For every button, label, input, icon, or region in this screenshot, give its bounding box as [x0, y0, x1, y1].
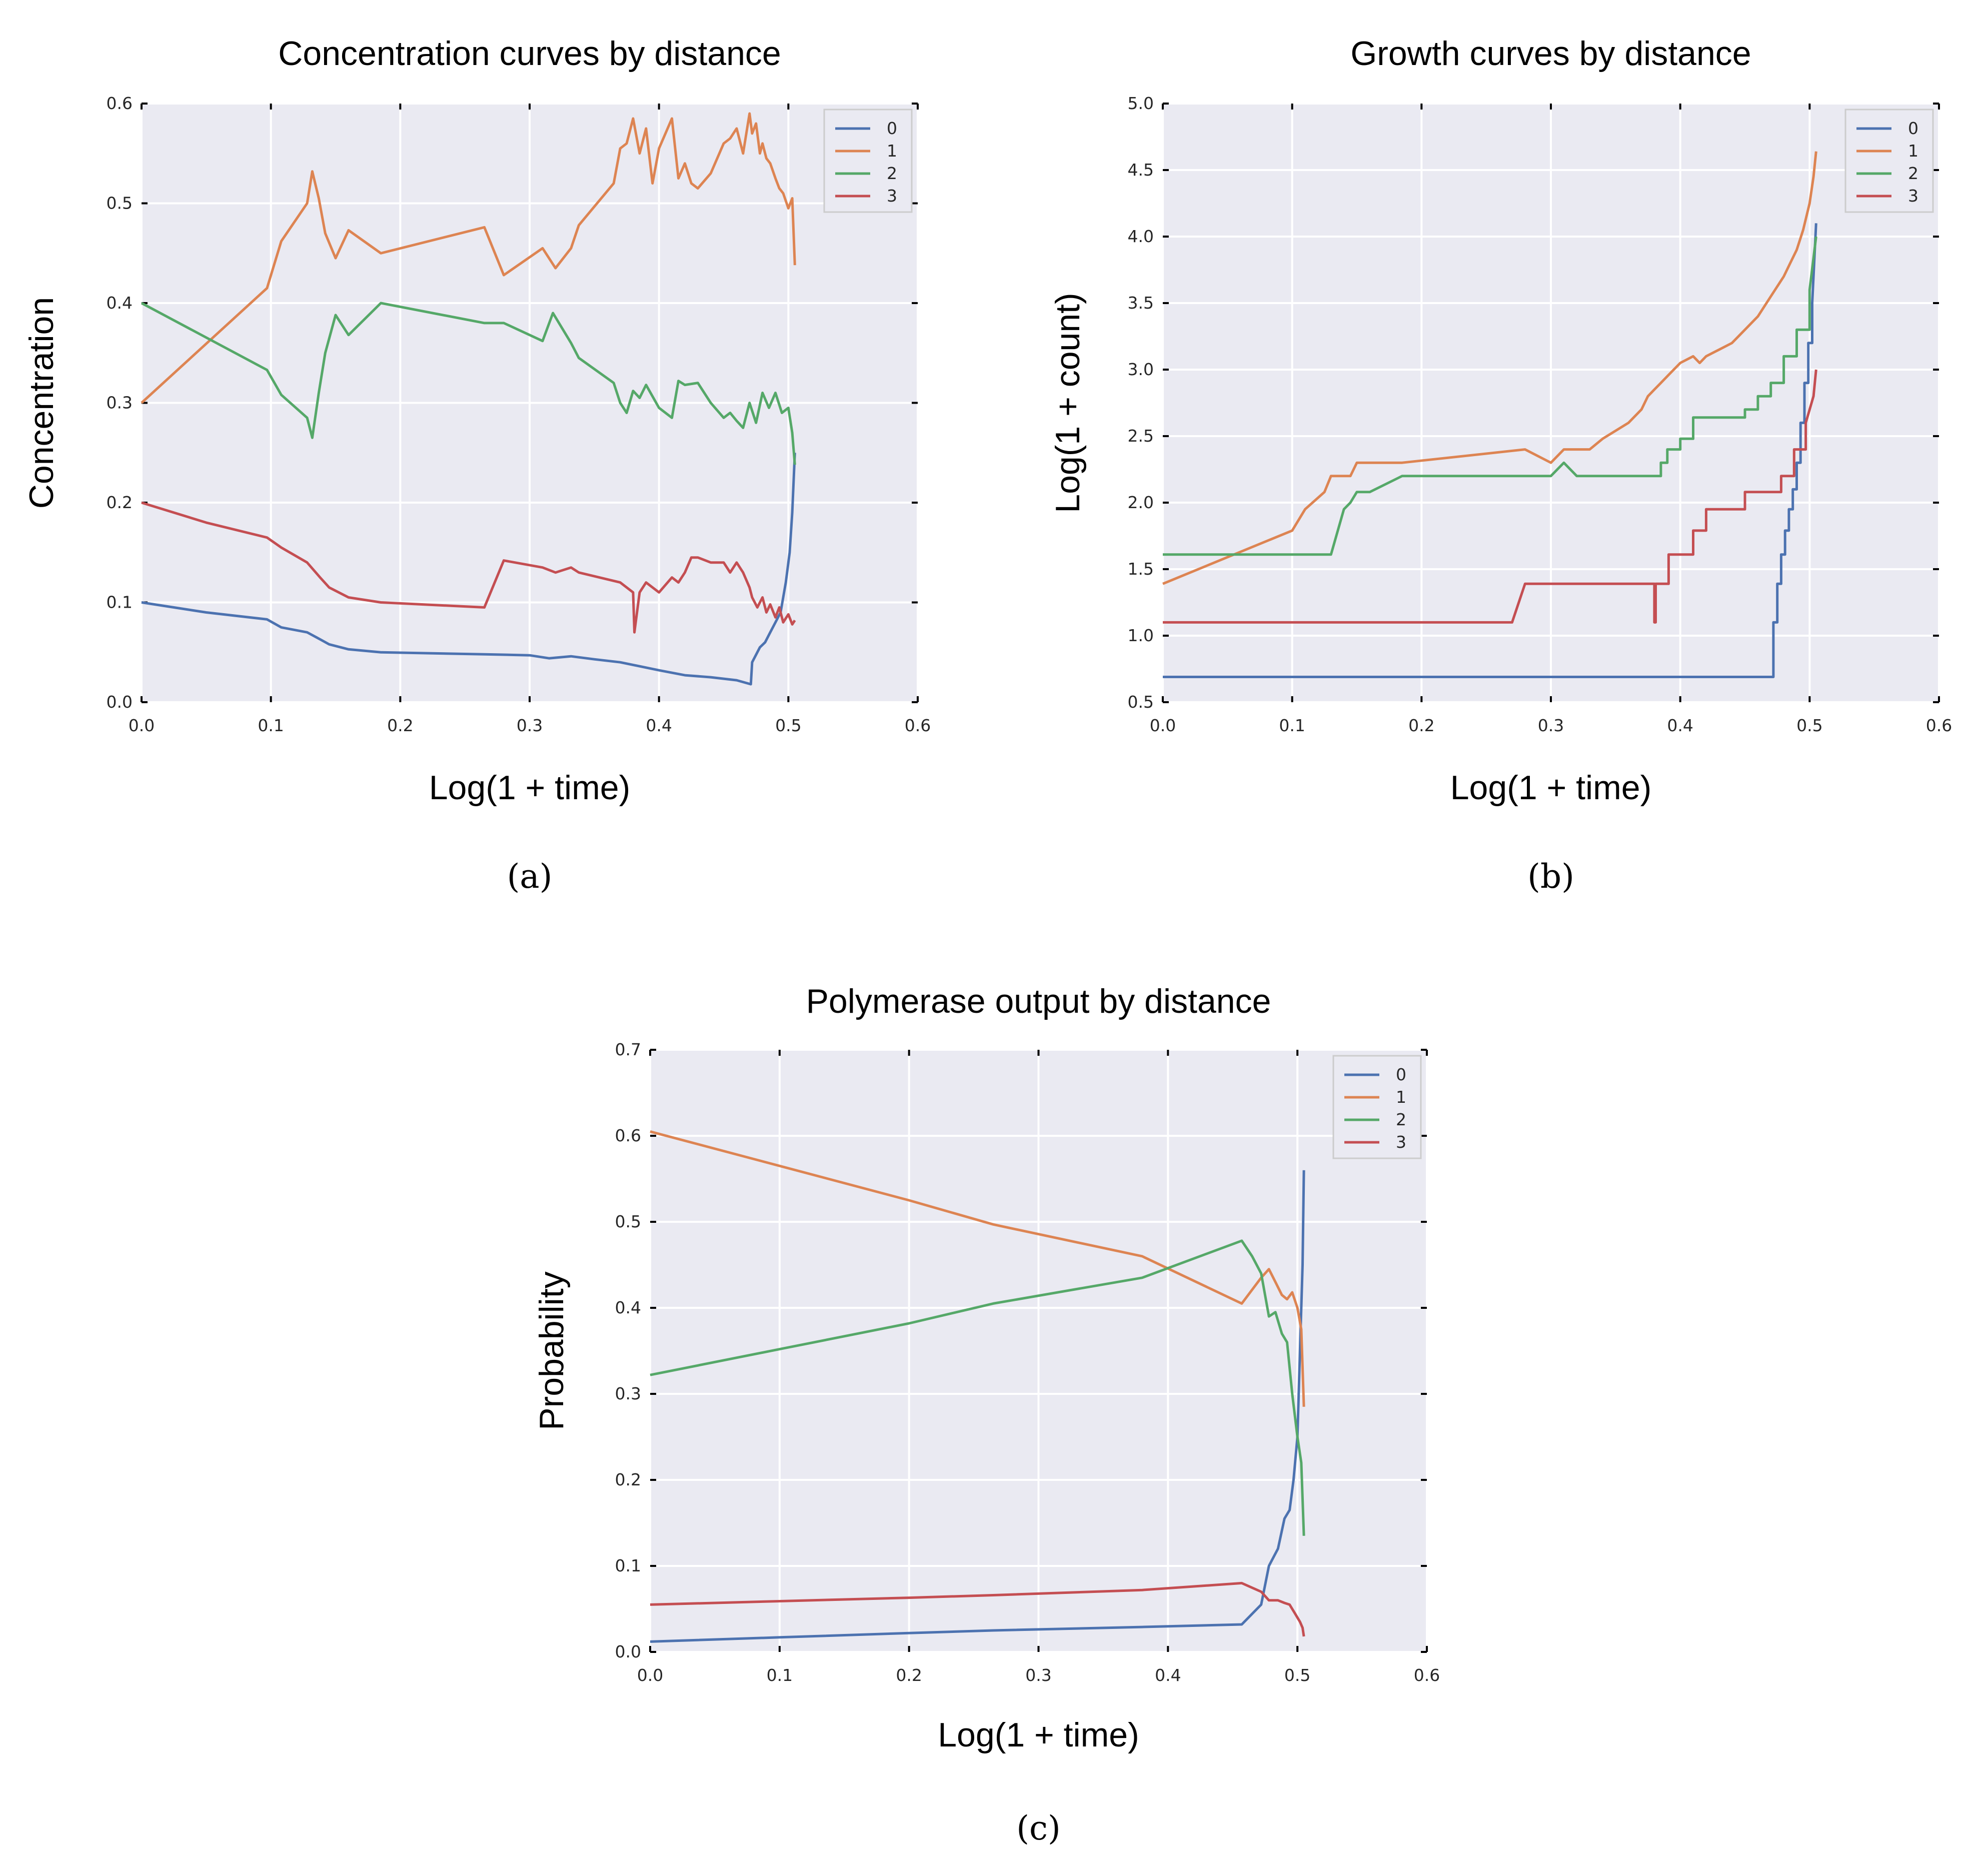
x-axis-label: Log(1 + time) — [938, 1716, 1139, 1754]
x-tick-label: 0.2 — [896, 1665, 922, 1685]
chart-0: 0.0 0.1 0.2 0.3 0.4 0.5 0.6 0.0 0.1 0.2 0.3 0.4 0.5 0… — [23, 35, 931, 896]
x-tick-label: 0.5 — [775, 716, 801, 735]
series-line-2 — [650, 1239, 1305, 1536]
y-tick-label: 5.0 — [1128, 94, 1154, 113]
y-tick-label: 2.5 — [1128, 426, 1154, 446]
y-tick-label: 0.0 — [615, 1642, 641, 1661]
x-tick-label: 0.5 — [1796, 716, 1822, 735]
series-line-1 — [1162, 151, 1817, 585]
chart-2: 0.0 0.1 0.2 0.3 0.4 0.5 0.6 0.0 0.1 0.2 0.3 0.4 0.5 0… — [533, 982, 1440, 1847]
x-tick-label: 0.4 — [1155, 1665, 1181, 1685]
legend-label: 0 — [1908, 119, 1918, 138]
chart-title: Growth curves by distance — [1350, 35, 1751, 73]
legend-label: 1 — [1908, 141, 1918, 161]
x-axis-label: Log(1 + time) — [1450, 769, 1652, 807]
y-tick-label: 4.0 — [1128, 227, 1154, 246]
x-tick-label: 0.1 — [1279, 716, 1305, 735]
y-tick-label: 0.6 — [107, 94, 133, 113]
y-tick-label: 3.5 — [1128, 293, 1154, 313]
y-tick-label: 0.1 — [615, 1556, 641, 1575]
y-tick-label: 1.0 — [1128, 626, 1154, 645]
legend-label: 3 — [887, 186, 897, 206]
x-tick-label: 0.5 — [1284, 1665, 1310, 1685]
y-tick-label: 2.0 — [1128, 493, 1154, 512]
x-tick-label: 0.0 — [637, 1665, 663, 1685]
x-tick-label: 0.0 — [1150, 716, 1176, 735]
legend-label: 3 — [1396, 1132, 1406, 1152]
x-tick-label: 0.0 — [129, 716, 155, 735]
legend-label: 0 — [887, 119, 897, 138]
series-line-0 — [141, 453, 796, 686]
y-tick-label: 0.1 — [107, 593, 133, 612]
series-line-0 — [650, 1170, 1305, 1643]
y-tick-label: 0.6 — [615, 1126, 641, 1145]
series-line-0 — [1163, 223, 1817, 678]
y-axis-label: Probability — [533, 1271, 571, 1430]
x-tick-label: 0.6 — [905, 716, 931, 735]
y-tick-label: 4.5 — [1128, 160, 1154, 180]
series-line-2 — [1163, 236, 1817, 556]
legend-label: 1 — [887, 141, 897, 161]
y-tick-label: 0.2 — [107, 493, 133, 512]
y-tick-label: 0.4 — [615, 1298, 641, 1317]
y-tick-label: 0.0 — [107, 692, 133, 712]
y-tick-label: 0.2 — [615, 1470, 641, 1489]
legend-label: 0 — [1396, 1065, 1406, 1084]
x-axis-label: Log(1 + time) — [429, 769, 631, 807]
figure-caption: (c) — [1016, 1809, 1060, 1847]
series-line-3 — [1163, 369, 1817, 624]
legend-label: 2 — [887, 164, 897, 183]
x-tick-label: 0.1 — [258, 716, 284, 735]
x-tick-label: 0.2 — [1408, 716, 1434, 735]
y-tick-label: 0.4 — [107, 293, 133, 313]
x-tick-label: 0.3 — [517, 716, 543, 735]
x-tick-label: 0.4 — [1667, 716, 1693, 735]
x-tick-label: 0.2 — [387, 716, 413, 735]
figure-caption: (b) — [1527, 857, 1574, 896]
y-axis-label: Log(1 + count) — [1049, 293, 1087, 513]
y-tick-label: 0.3 — [107, 393, 133, 413]
y-tick-label: 0.5 — [615, 1212, 641, 1231]
series-line-3 — [141, 501, 796, 634]
y-tick-label: 0.7 — [615, 1040, 641, 1059]
series-line-1 — [141, 112, 796, 404]
x-tick-label: 0.6 — [1414, 1665, 1440, 1685]
chart-title: Concentration curves by distance — [278, 35, 781, 73]
chart-1: 0.0 0.1 0.2 0.3 0.4 0.5 0.6 0.5 1.0 1.5 2.0 2.5 3.0 3… — [1049, 35, 1952, 896]
series-line-2 — [141, 302, 796, 465]
legend-label: 2 — [1908, 164, 1918, 183]
y-axis-label: Concentration — [23, 297, 61, 509]
legend-label: 3 — [1908, 186, 1918, 206]
chart-title: Polymerase output by distance — [806, 982, 1271, 1020]
legend-label: 1 — [1396, 1087, 1406, 1107]
x-tick-label: 0.3 — [1538, 716, 1564, 735]
y-tick-label: 1.5 — [1128, 559, 1154, 579]
y-tick-label: 0.5 — [107, 194, 133, 213]
figure-caption: (a) — [507, 857, 553, 896]
x-tick-label: 0.4 — [646, 716, 672, 735]
y-tick-label: 0.3 — [615, 1384, 641, 1403]
x-tick-label: 0.3 — [1025, 1665, 1051, 1685]
series-line-3 — [650, 1581, 1305, 1637]
series-line-1 — [650, 1130, 1305, 1407]
legend-label: 2 — [1396, 1110, 1406, 1129]
y-tick-label: 3.0 — [1128, 360, 1154, 379]
y-tick-label: 0.5 — [1128, 692, 1154, 712]
x-tick-label: 0.1 — [767, 1665, 793, 1685]
x-tick-label: 0.6 — [1926, 716, 1952, 735]
